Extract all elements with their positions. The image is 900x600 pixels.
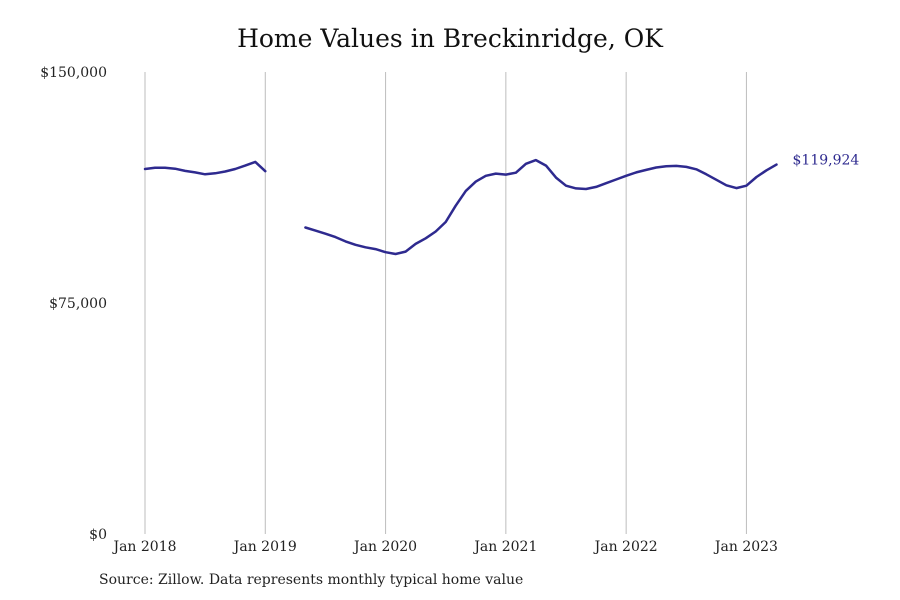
y-tick-label: $75,000	[49, 296, 107, 312]
x-tick-label: Jan 2018	[111, 539, 176, 555]
series-line-segment	[304, 158, 778, 256]
y-tick-label: $0	[89, 527, 107, 543]
y-tick-label: $150,000	[40, 65, 107, 81]
chart-title: Home Values in Breckinridge, OK	[237, 24, 663, 53]
x-tick-label: Jan 2019	[232, 539, 297, 555]
x-axis-ticks: Jan 2018 Jan 2019 Jan 2020 Jan 2021 Jan 2022…	[111, 539, 777, 555]
grid-lines	[144, 72, 747, 534]
y-axis-ticks: $0 $75,000 $150,000	[40, 65, 107, 543]
series-lines	[143, 158, 778, 256]
x-tick-label: Jan 2020	[352, 539, 417, 555]
x-tick-label: Jan 2023	[713, 539, 778, 555]
source-note: Source: Zillow. Data represents monthly …	[99, 572, 524, 588]
series-line-segment	[143, 160, 267, 176]
x-tick-label: Jan 2021	[472, 539, 537, 555]
end-value-label: $119,924	[793, 153, 860, 169]
end-labels: $119,924	[793, 153, 860, 169]
x-tick-label: Jan 2022	[593, 539, 658, 555]
